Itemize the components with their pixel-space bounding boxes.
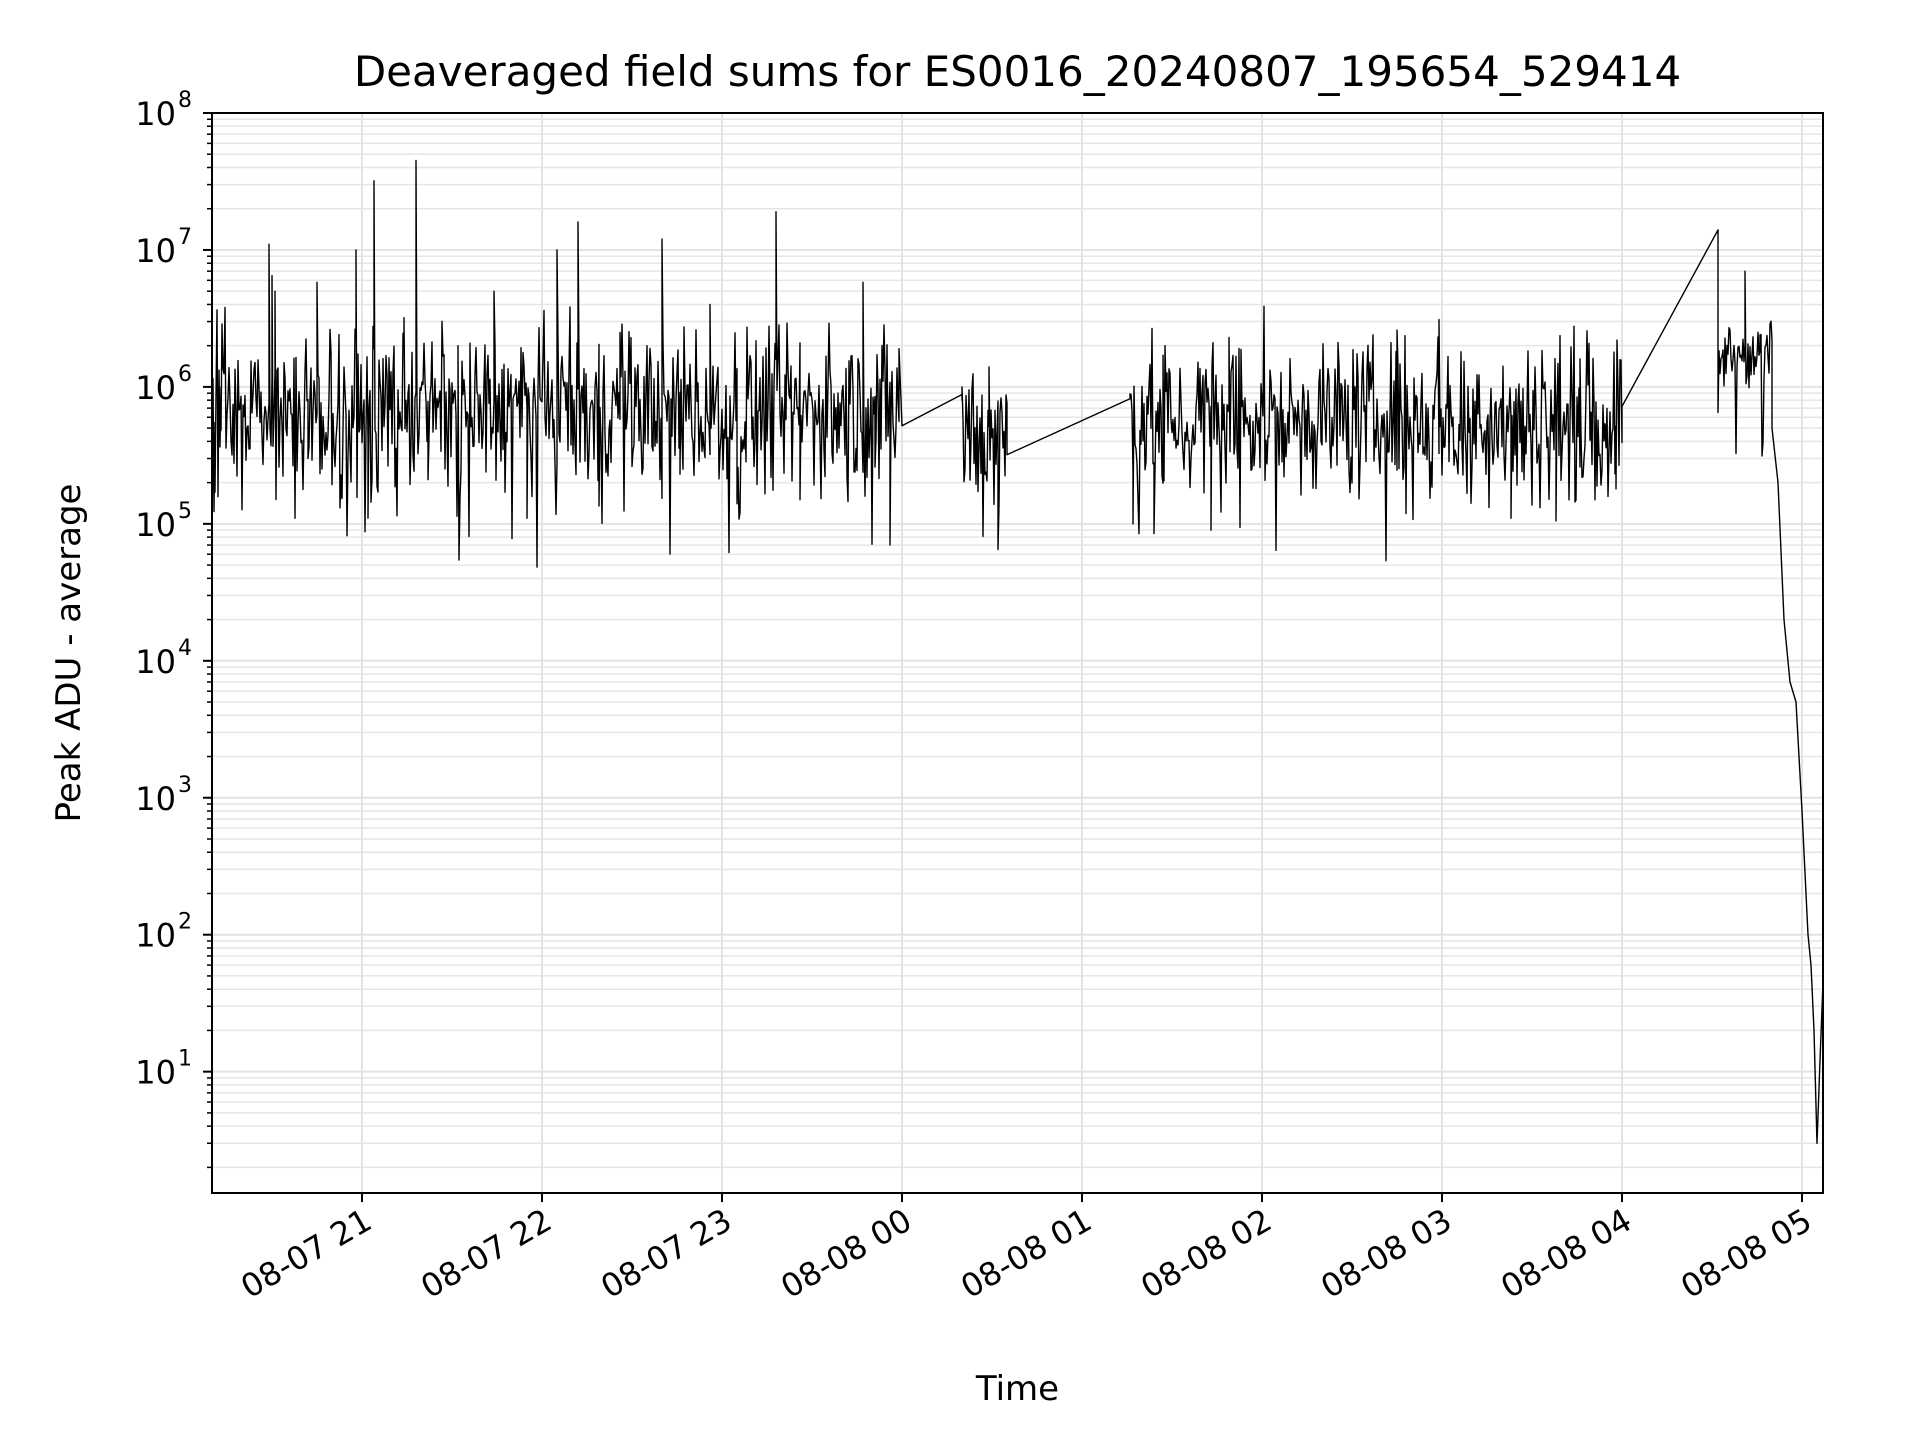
y-tick-label: 10 (135, 506, 176, 544)
y-tick-label: 10 (135, 369, 176, 407)
plot-frame (211, 112, 1824, 1194)
chart-title: Deaveraged field sums for ES0016_2024080… (354, 47, 1681, 96)
y-tick-label: 10 (135, 643, 176, 681)
y-tick-label: 10 (135, 780, 176, 818)
y-tick-exponent: 5 (178, 499, 192, 524)
y-tick-exponent: 7 (178, 225, 192, 250)
y-tick-label: 10 (135, 95, 176, 133)
y-tick-exponent: 1 (178, 1047, 192, 1072)
y-tick-label: 10 (135, 232, 176, 270)
y-tick-exponent: 3 (178, 773, 192, 798)
y-tick-label: 10 (135, 917, 176, 955)
series-layer (211, 159, 1824, 1144)
series-line (211, 159, 1824, 1144)
y-axis-label: Peak ADU - average (49, 484, 89, 823)
y-tick-exponent: 2 (178, 910, 192, 935)
y-tick-exponent: 4 (178, 636, 192, 661)
x-axis-label: Time (975, 1369, 1059, 1409)
y-tick-exponent: 8 (178, 88, 192, 113)
y-tick-label: 10 (135, 1054, 176, 1092)
y-tick-exponent: 6 (178, 362, 192, 387)
